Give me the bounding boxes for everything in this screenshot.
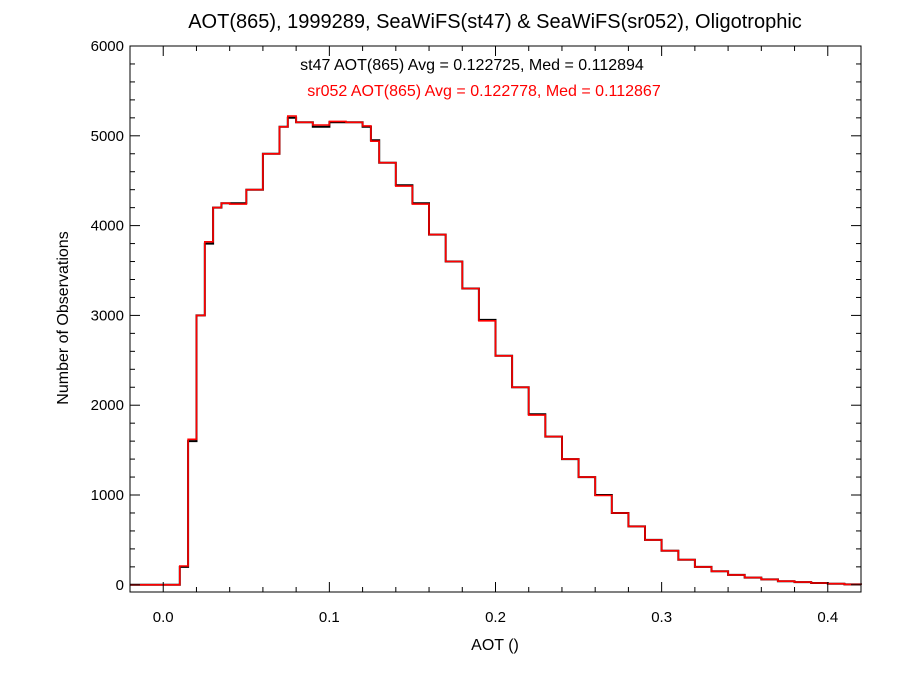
x-axis: 0.0 0.1 0.2 0.3 0.4 [129, 46, 862, 626]
y-tick-label: 5000 [91, 128, 124, 145]
x-tick-label: 0.3 [651, 609, 672, 626]
annotation-sr052: sr052 AOT(865) Avg = 0.122778, Med = 0.1… [307, 83, 661, 100]
x-tick-label: 0.4 [817, 609, 838, 626]
y-axis-label: Number of Observations [55, 231, 72, 404]
y-tick-label: 1000 [91, 487, 124, 504]
x-axis-label: AOT () [471, 637, 519, 654]
y-tick-label: 2000 [91, 397, 124, 414]
y-tick-label: 6000 [91, 38, 124, 55]
y-tick-label: 0 [116, 577, 124, 594]
plot-series [130, 115, 862, 586]
chart-title: AOT(865), 1999289, SeaWiFS(st47) & SeaWi… [188, 11, 802, 33]
y-tick-label: 4000 [91, 218, 124, 235]
x-tick-label: 0.2 [485, 609, 506, 626]
x-tick-label: 0.1 [319, 609, 340, 626]
x-tick-label: 0.0 [153, 609, 174, 626]
annotation-st47: st47 AOT(865) Avg = 0.122725, Med = 0.11… [300, 57, 644, 74]
y-axis: 0 1000 2000 3000 4000 5000 6000 [91, 38, 861, 594]
y-tick-label: 3000 [91, 307, 124, 324]
series-line-1 [130, 115, 862, 586]
